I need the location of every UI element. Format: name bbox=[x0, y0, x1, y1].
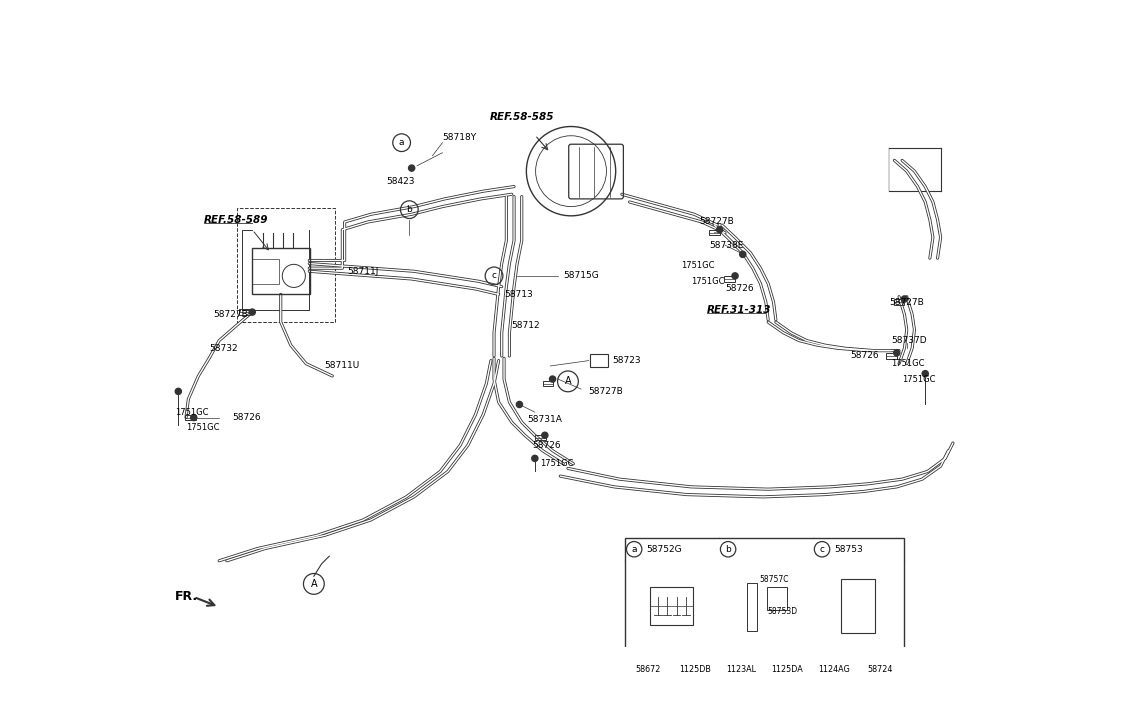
Bar bbox=[725, 276, 735, 281]
Circle shape bbox=[732, 273, 739, 279]
Text: 58731A: 58731A bbox=[527, 415, 562, 425]
Text: FR.: FR. bbox=[175, 590, 198, 603]
Text: 58724: 58724 bbox=[868, 665, 893, 674]
Text: 58726: 58726 bbox=[725, 284, 753, 294]
Text: REF.58-585: REF.58-585 bbox=[490, 112, 554, 122]
Text: 1751GC: 1751GC bbox=[891, 359, 925, 368]
Text: c: c bbox=[820, 545, 824, 554]
Text: 58752G: 58752G bbox=[647, 545, 682, 554]
Bar bbox=[237, 208, 335, 322]
Circle shape bbox=[740, 252, 745, 257]
Text: 58753: 58753 bbox=[835, 545, 863, 554]
Text: 58713: 58713 bbox=[504, 290, 532, 299]
Text: a: a bbox=[631, 545, 637, 554]
Text: c: c bbox=[491, 271, 497, 281]
Text: A: A bbox=[564, 377, 571, 386]
Text: a: a bbox=[398, 138, 404, 147]
Circle shape bbox=[531, 455, 538, 462]
Bar bbox=[252, 259, 279, 284]
Bar bbox=[625, 538, 903, 651]
Text: 1125DA: 1125DA bbox=[772, 665, 804, 674]
Text: 58711U: 58711U bbox=[325, 361, 360, 371]
Circle shape bbox=[550, 376, 555, 382]
Bar bbox=[893, 300, 905, 305]
Bar bbox=[709, 230, 720, 236]
Text: 58726: 58726 bbox=[532, 441, 561, 450]
Circle shape bbox=[717, 227, 722, 233]
Text: 58712: 58712 bbox=[512, 321, 540, 329]
Bar bbox=[625, 658, 903, 727]
Circle shape bbox=[516, 401, 522, 408]
Text: 58711J: 58711J bbox=[348, 267, 379, 276]
Text: 58723: 58723 bbox=[611, 356, 640, 365]
Text: 58732: 58732 bbox=[210, 344, 238, 353]
Text: 58757C: 58757C bbox=[759, 574, 789, 584]
Bar bbox=[543, 381, 553, 386]
Circle shape bbox=[542, 432, 548, 438]
Circle shape bbox=[893, 350, 900, 356]
Bar bbox=[239, 310, 250, 315]
Text: 1751GC: 1751GC bbox=[175, 408, 208, 417]
Circle shape bbox=[922, 371, 929, 377]
Text: 58715G: 58715G bbox=[563, 271, 599, 281]
Text: 58727B: 58727B bbox=[214, 310, 248, 319]
Text: REF.58-589: REF.58-589 bbox=[204, 214, 268, 225]
Text: 1751GC: 1751GC bbox=[692, 277, 725, 286]
Text: REF.31-313: REF.31-313 bbox=[706, 305, 771, 315]
Circle shape bbox=[409, 165, 414, 171]
Text: 1751GC: 1751GC bbox=[902, 374, 935, 384]
Bar bbox=[590, 355, 608, 366]
Text: 58737D: 58737D bbox=[891, 336, 927, 345]
Bar bbox=[535, 435, 546, 441]
Circle shape bbox=[901, 296, 908, 302]
Text: 58672: 58672 bbox=[635, 665, 661, 674]
Text: 1125DB: 1125DB bbox=[679, 665, 711, 674]
Text: 58726: 58726 bbox=[851, 351, 879, 361]
Bar bbox=[886, 353, 897, 358]
Text: 58727B: 58727B bbox=[698, 217, 734, 227]
Text: 58726: 58726 bbox=[232, 413, 261, 422]
Text: A: A bbox=[310, 579, 317, 589]
Text: b: b bbox=[725, 545, 731, 554]
Text: 58727B: 58727B bbox=[589, 387, 624, 396]
Circle shape bbox=[191, 414, 197, 421]
Text: 1751GC: 1751GC bbox=[185, 423, 220, 432]
Text: 58727B: 58727B bbox=[889, 297, 924, 307]
Text: 1751GC: 1751GC bbox=[681, 262, 714, 270]
Text: 1751GC: 1751GC bbox=[540, 459, 574, 468]
Text: b: b bbox=[406, 205, 412, 214]
Circle shape bbox=[175, 388, 181, 395]
Text: 58753D: 58753D bbox=[767, 607, 798, 616]
Text: 1124AG: 1124AG bbox=[819, 665, 850, 674]
Text: 58738E: 58738E bbox=[710, 241, 744, 249]
Text: 58423: 58423 bbox=[386, 177, 414, 185]
Text: 1123AL: 1123AL bbox=[726, 665, 756, 674]
Circle shape bbox=[250, 309, 255, 316]
Text: 58718Y: 58718Y bbox=[442, 133, 476, 142]
Bar bbox=[185, 415, 196, 420]
